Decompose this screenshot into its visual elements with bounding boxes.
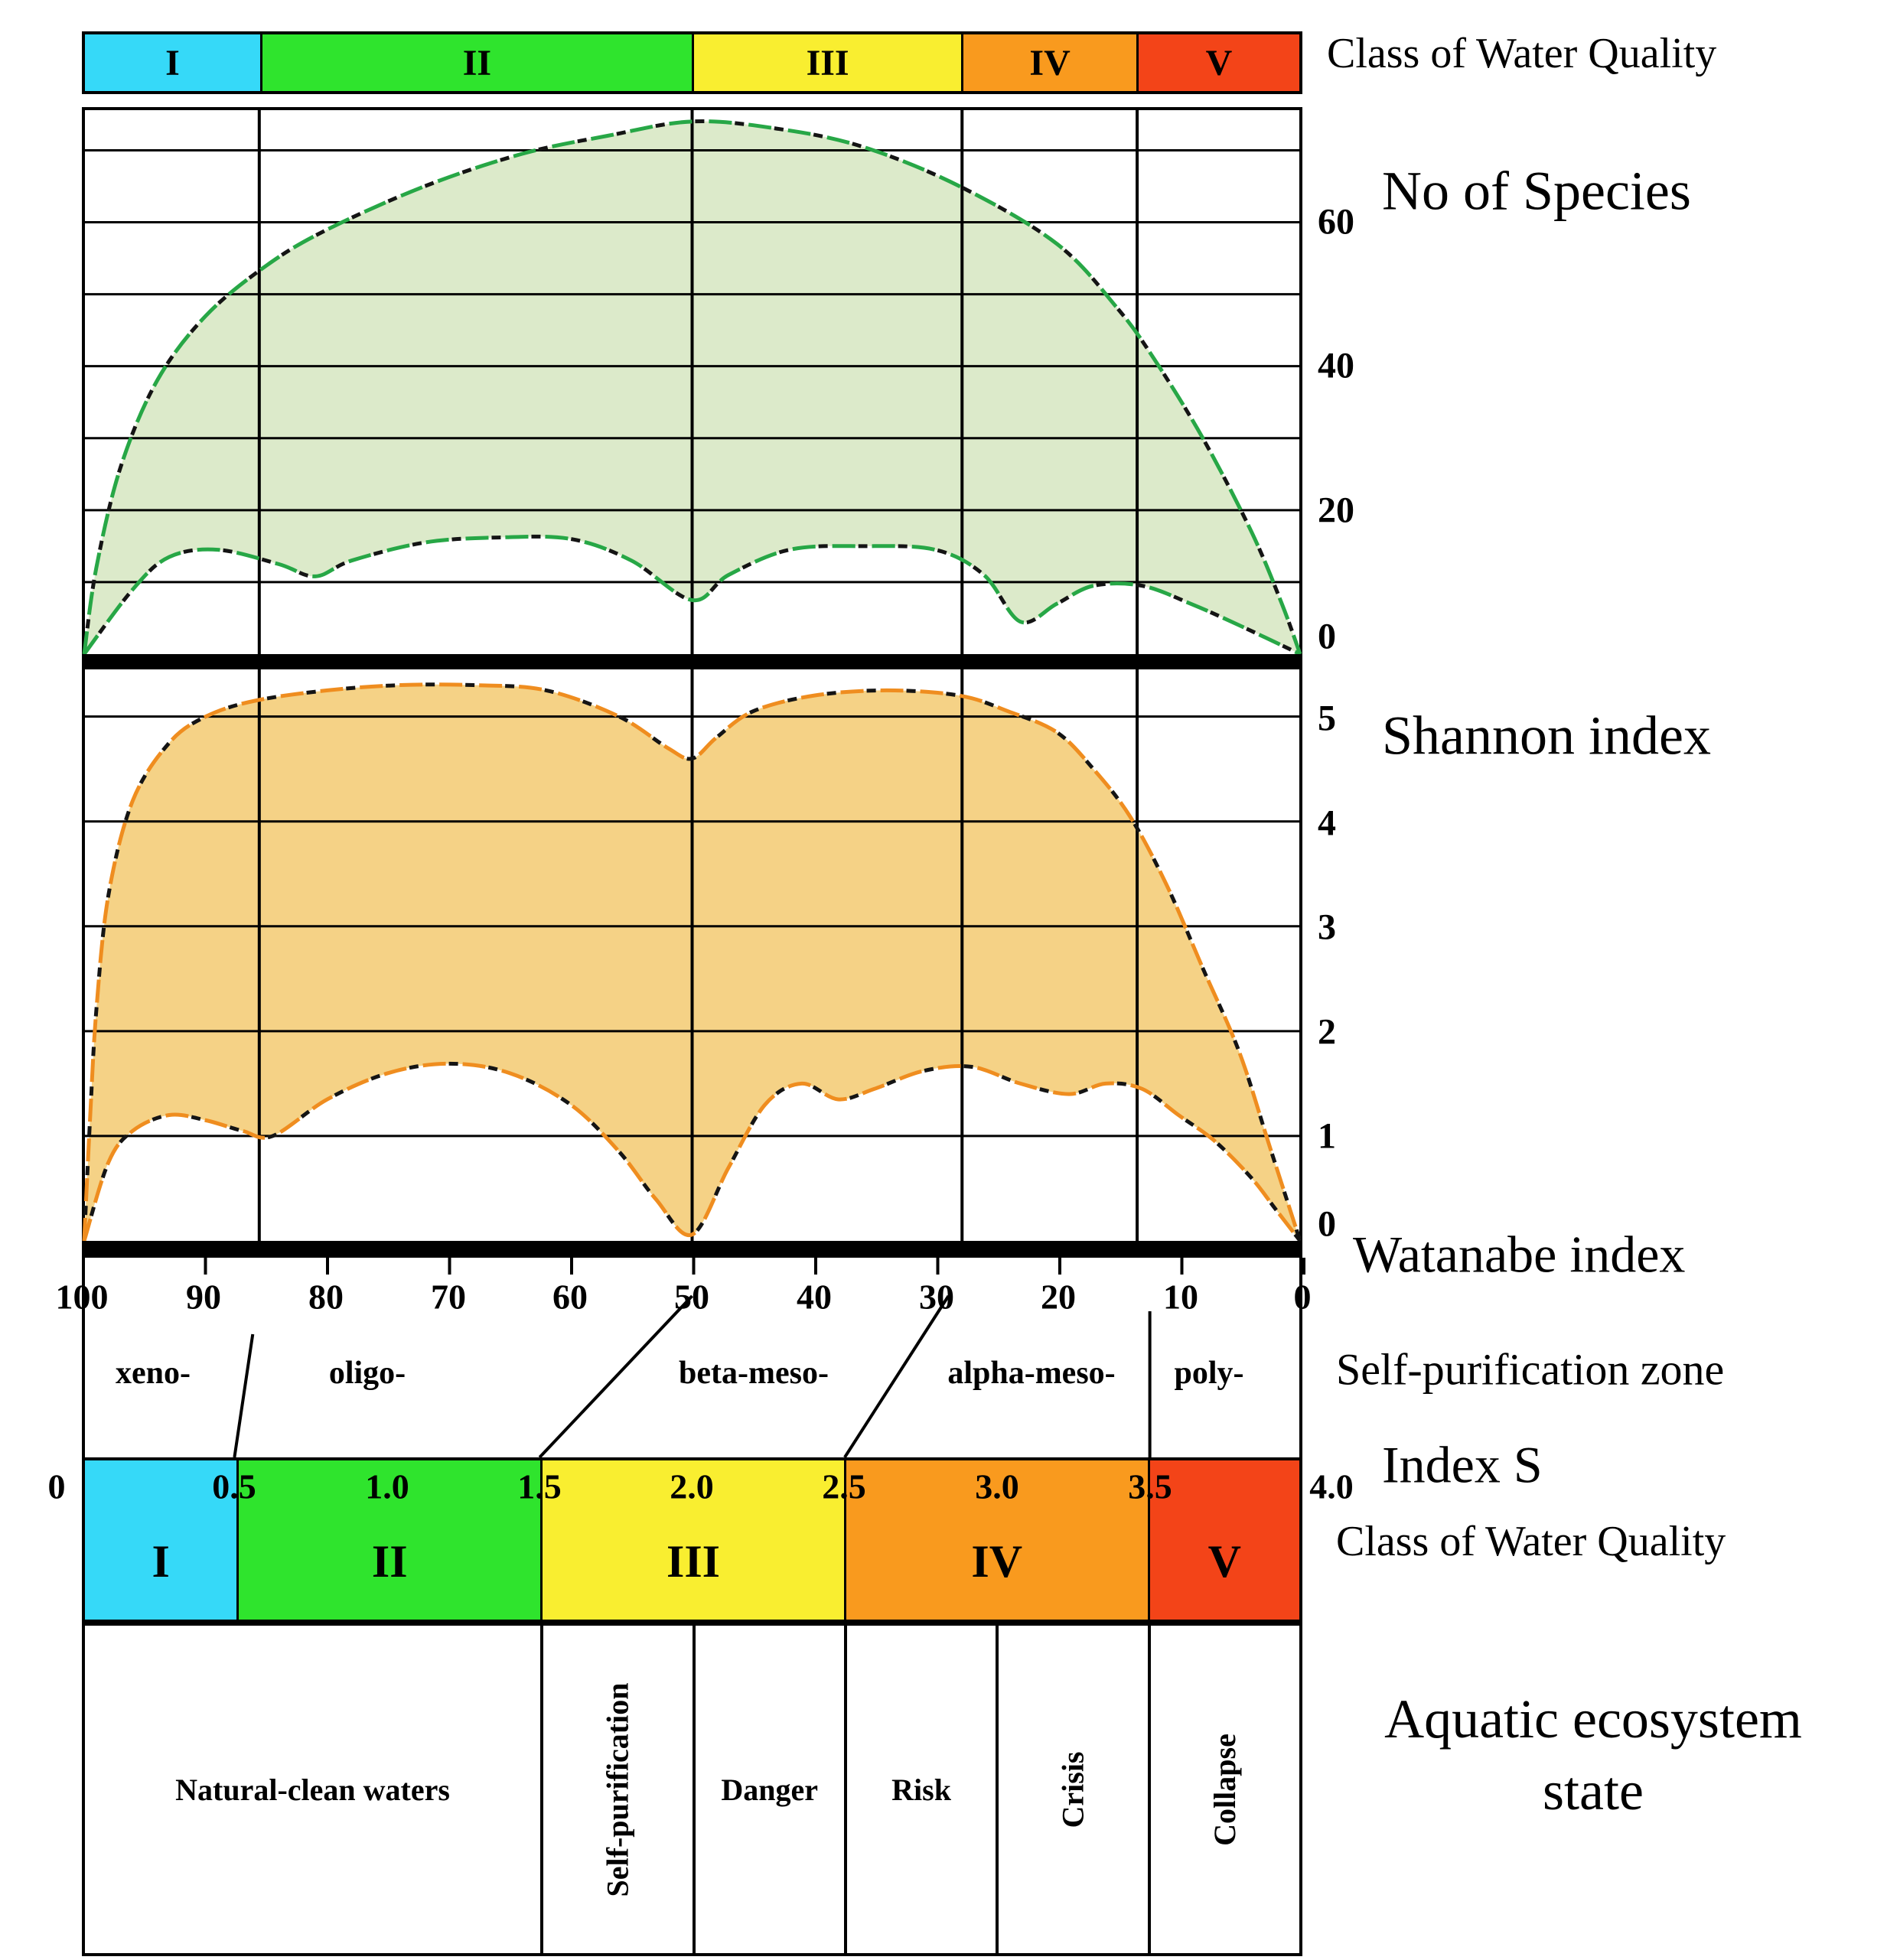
bottom-class-segment-IV: IV [843,1460,1148,1620]
index-s-tick-40: 4.0 [1309,1467,1354,1506]
index-s-tick-15: 1.5 [517,1467,562,1506]
bottom-class-bar: I II III IV V [82,1457,1302,1623]
bottom-class-numeral-III: III [666,1535,721,1587]
label-watanabe-index: Watanabe index [1353,1225,1686,1284]
index-s-tick-0: 0 [47,1467,66,1506]
watanabe-ruler [82,1258,1305,1275]
watanabe-tick-40: 40 [797,1277,832,1317]
bottom-class-segment-III: III [540,1460,844,1620]
label-aquatic-ecosystem-state: Aquatic ecosystem state [1310,1683,1876,1827]
zone-label-poly: poly- [1174,1356,1244,1391]
top-class-segment-II: II [259,34,693,91]
eco-cell-crisis: Crisis [996,1626,1147,1953]
shannon-tick-3: 3 [1318,907,1336,948]
top-class-numeral-I: I [165,42,180,83]
eco-label-danger: Danger [721,1772,818,1807]
index-s-tick-05: 0.5 [212,1467,256,1506]
ecosystem-state-row: Natural-clean waters Self-purification D… [82,1623,1302,1956]
zone-label-beta-meso: beta-meso- [679,1356,829,1391]
top-class-segment-III: III [692,34,962,91]
eco-label-natural-clean-waters: Natural-clean waters [175,1772,450,1807]
label-class-of-water-quality-top: Class of Water Quality [1327,30,1717,77]
watanabe-tick-80: 80 [308,1277,344,1317]
shannon-tick-1: 1 [1318,1115,1336,1157]
separator-bar-bottom [82,1241,1302,1258]
watanabe-tick-90: 90 [186,1277,221,1317]
shannon-tick-2: 2 [1318,1011,1336,1053]
index-s-tick-10: 1.0 [365,1467,409,1506]
label-shannon-index: Shannon index [1382,705,1711,767]
top-class-numeral-V: V [1205,42,1233,83]
top-class-segment-IV: IV [961,34,1136,91]
bottom-class-numeral-I: I [152,1535,170,1587]
top-class-numeral-III: III [806,42,849,83]
bottom-class-segment-I: I [85,1460,237,1620]
shannon-tick-0: 0 [1318,1203,1336,1245]
watanabe-tick-10: 10 [1163,1277,1198,1317]
top-class-segment-I: I [85,34,260,91]
watanabe-tick-0: 0 [1293,1277,1312,1317]
zone-label-alpha-meso: alpha-meso- [947,1356,1116,1391]
eco-cell-self-purification: Self-purification [540,1626,692,1953]
bottom-class-numeral-II: II [371,1535,408,1587]
label-no-of-species: No of Species [1382,160,1691,222]
eco-cell-danger: Danger [692,1626,844,1953]
bottom-class-numeral-V: V [1207,1535,1241,1587]
shannon-tick-5: 5 [1318,698,1336,739]
eco-cell-collapse: Collapse [1147,1626,1299,1953]
species-envelope-chart [82,107,1302,654]
species-tick-0: 0 [1318,616,1336,657]
label-class-of-water-quality-bottom: Class of Water Quality [1336,1518,1726,1565]
eco-cell-natural-clean-waters: Natural-clean waters [85,1626,540,1953]
top-class-bar: I II III IV V [82,31,1302,94]
eco-label-self-purification: Self-purification [600,1682,635,1897]
separator-bar-top [82,654,1302,669]
zone-label-oligo: oligo- [328,1356,406,1391]
shannon-envelope-chart [82,669,1302,1241]
watanabe-tick-60: 60 [552,1277,588,1317]
label-aquatic-ecosystem-line1: Aquatic ecosystem [1384,1688,1802,1750]
top-class-numeral-II: II [462,42,492,83]
eco-cell-risk: Risk [843,1626,996,1953]
watanabe-tick-100: 100 [55,1277,109,1317]
species-tick-20: 20 [1318,490,1354,531]
eco-label-collapse: Collapse [1207,1733,1243,1846]
bottom-class-segment-II: II [236,1460,541,1620]
top-class-segment-V: V [1136,34,1299,91]
self-purification-zone-row [82,1258,1302,1457]
index-s-tick-25: 2.5 [822,1467,866,1506]
species-tick-40: 40 [1318,345,1354,386]
top-class-numeral-IV: IV [1029,42,1071,83]
bottom-class-segment-V: V [1147,1460,1299,1620]
watanabe-tick-30: 30 [919,1277,954,1317]
index-s-tick-20: 2.0 [670,1467,714,1506]
watanabe-tick-50: 50 [674,1277,709,1317]
species-tick-60: 60 [1318,201,1354,243]
zone-label-xeno: xeno- [116,1356,191,1391]
label-aquatic-ecosystem-line2: state [1543,1760,1644,1822]
zone-boundary-lines [233,1294,1152,1457]
label-self-purification-zone: Self-purification zone [1336,1344,1725,1395]
shannon-tick-4: 4 [1318,803,1336,844]
eco-label-crisis: Crisis [1055,1751,1090,1828]
index-s-tick-35: 3.5 [1128,1467,1172,1506]
watanabe-tick-70: 70 [431,1277,466,1317]
bottom-class-numeral-IV: IV [971,1535,1023,1587]
eco-label-risk: Risk [891,1772,951,1807]
label-index-s: Index S [1382,1435,1543,1494]
index-s-tick-30: 3.0 [975,1467,1019,1506]
watanabe-tick-20: 20 [1041,1277,1076,1317]
